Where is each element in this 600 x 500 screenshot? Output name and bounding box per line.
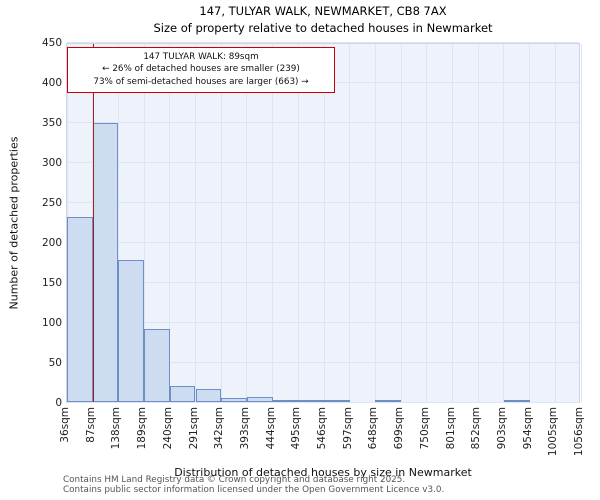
x-tick-label: 903sqm: [495, 407, 508, 450]
gridline: [117, 44, 119, 402]
footer-line-1: Contains HM Land Registry data © Crown c…: [63, 475, 406, 485]
histogram-bar: [221, 398, 247, 402]
x-tick-label: 240sqm: [161, 407, 174, 450]
x-tick-label: 699sqm: [393, 407, 406, 450]
annotation-line-3: 73% of semi-detached houses are larger (…: [93, 76, 309, 87]
x-tick-label: 954sqm: [521, 407, 534, 450]
x-tick-label: 597sqm: [341, 407, 354, 450]
x-tick-label: 36sqm: [59, 407, 71, 443]
gridline: [426, 44, 428, 402]
x-tick-label: 546sqm: [316, 407, 328, 450]
annotation-line-1: 147 TULYAR WALK: 89sqm: [143, 52, 259, 62]
footer-attribution: Contains HM Land Registry data © Crown c…: [63, 475, 444, 496]
gridline: [67, 361, 579, 363]
x-tick-label: 342sqm: [213, 407, 226, 450]
histogram-bar: [169, 386, 196, 402]
gridline: [452, 44, 453, 402]
gridline: [195, 44, 196, 402]
y-tick-label: 50: [48, 357, 62, 369]
histogram-bar: [144, 329, 170, 402]
y-tick-label: 250: [41, 197, 62, 209]
annotation-box: 147 TULYAR WALK: 89sqm ← 26% of detached…: [67, 47, 335, 93]
gridline: [67, 121, 579, 123]
x-tick-label: 495sqm: [290, 407, 303, 450]
histogram-bar: [272, 400, 299, 402]
x-axis-label: Distribution of detached houses by size …: [174, 466, 472, 479]
gridline: [374, 44, 376, 402]
y-tick-label: 0: [55, 397, 62, 409]
gridline: [67, 321, 579, 323]
histogram-bar: [195, 389, 222, 402]
gridline: [272, 44, 274, 402]
gridline: [67, 281, 579, 283]
histogram-bar: [118, 260, 145, 402]
histogram-bar: [92, 122, 119, 402]
annotation-line-2: ← 26% of detached houses are smaller (23…: [102, 64, 300, 75]
gridline: [503, 44, 505, 402]
y-tick-label: 350: [41, 117, 62, 129]
x-tick-label: 138sqm: [110, 407, 123, 450]
gridline: [554, 44, 556, 402]
x-tick-label: 291sqm: [187, 407, 200, 450]
gridline: [580, 44, 582, 402]
y-tick-label: 400: [41, 77, 62, 89]
chart-title: 147, TULYAR WALK, NEWMARKET, CB8 7AX: [199, 4, 447, 18]
histogram-bar: [246, 397, 273, 402]
property-size-marker-line: [92, 44, 95, 402]
histogram-bar: [503, 400, 530, 402]
histogram-bar: [298, 399, 324, 402]
gridline: [529, 44, 531, 402]
gridline: [400, 44, 402, 402]
chart-subtitle: Size of property relative to detached ho…: [153, 21, 493, 35]
y-axis-label: Number of detached properties: [7, 136, 21, 310]
histogram-bar: [324, 399, 350, 402]
gridline: [67, 161, 579, 163]
x-tick-label: 444sqm: [264, 407, 277, 450]
gridline: [67, 41, 579, 43]
gridline: [143, 44, 145, 402]
footer-line-2: Contains public sector information licen…: [63, 485, 445, 496]
x-tick-label: 801sqm: [444, 407, 457, 450]
x-tick-label: 648sqm: [367, 407, 380, 450]
y-tick-label: 150: [41, 277, 62, 289]
x-tick-label: 852sqm: [470, 407, 483, 450]
x-tick-label: 189sqm: [136, 407, 149, 450]
gridline: [246, 44, 248, 402]
gridline: [220, 44, 222, 402]
histogram-bar: [375, 400, 402, 402]
gridline: [67, 201, 579, 203]
gridline: [477, 44, 479, 402]
y-tick-label: 300: [41, 157, 62, 169]
gridline: [349, 44, 351, 402]
y-tick-label: 100: [41, 317, 62, 329]
histogram-bar: [67, 217, 93, 402]
gridline: [169, 44, 171, 402]
y-tick-label: 200: [41, 237, 62, 249]
x-tick-label: 750sqm: [418, 407, 431, 450]
x-tick-label: 87sqm: [84, 407, 97, 443]
x-tick-label: 393sqm: [238, 407, 251, 450]
x-tick-label: 1005sqm: [547, 407, 560, 457]
plot-area: [66, 41, 582, 403]
x-tick-label: 1056sqm: [573, 407, 585, 457]
gridline: [67, 401, 579, 403]
gridline: [67, 241, 579, 243]
gridline: [323, 44, 325, 402]
gridline: [297, 44, 299, 402]
y-tick-label: 450: [41, 37, 62, 49]
